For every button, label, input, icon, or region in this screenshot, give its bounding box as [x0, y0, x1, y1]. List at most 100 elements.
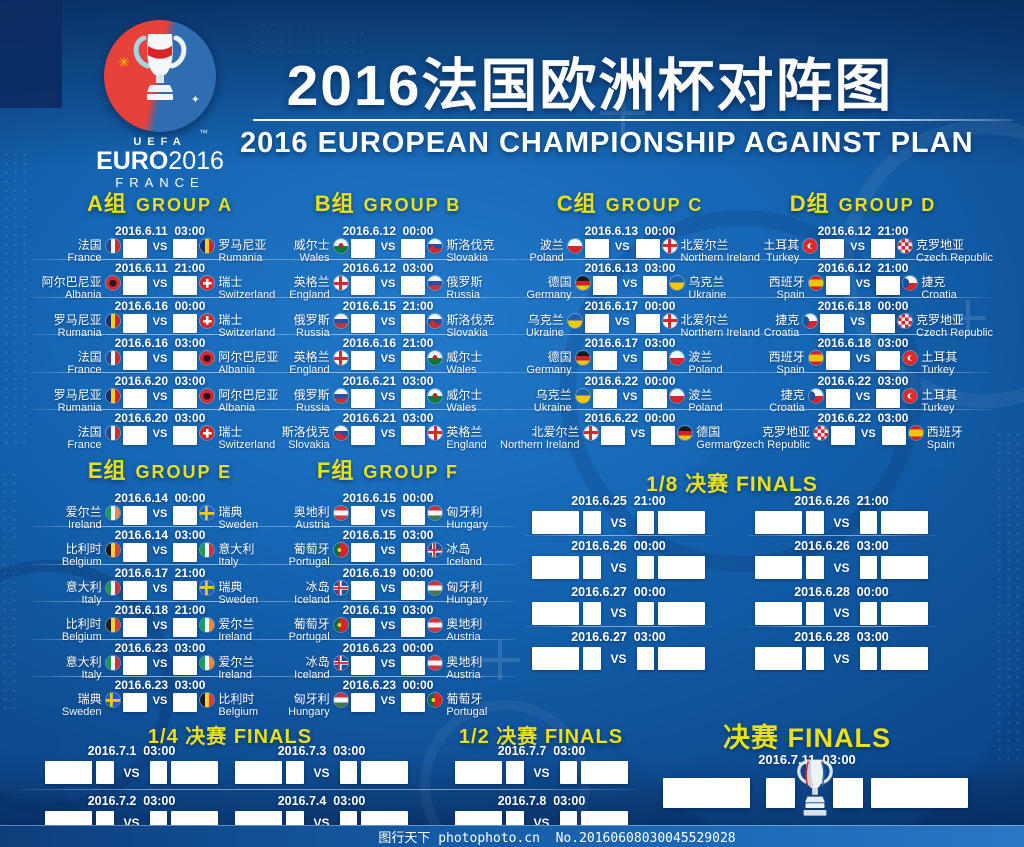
match-datetime: 2016.6.18 03:00	[817, 336, 909, 351]
away-team-name-zh: 克罗地亚	[915, 238, 964, 252]
away-team-name-zh: 波兰	[688, 387, 713, 402]
home-team-name-zh: 威尔士	[293, 238, 330, 252]
away-score-box	[339, 761, 358, 784]
away-team: 瑞士 Switzerland	[214, 276, 290, 302]
group-title-en: GROUP C	[605, 195, 704, 215]
group-match: 2016.6.15 00:00 奥地利 Austria VS 匈牙利 Hunga…	[258, 489, 518, 531]
away-score-box	[149, 761, 168, 784]
home-team-name-en: Turkey	[766, 252, 800, 264]
home-team: 奥地利 Austria	[258, 506, 334, 532]
group-matches: 2016.6.12 00:00 威尔士 Wales VS 斯洛伐克 Slovak…	[258, 222, 518, 451]
match-row: VS	[45, 761, 219, 784]
away-team-name-zh: 爱尔兰	[218, 617, 255, 632]
flag-italy-icon	[105, 655, 120, 670]
away-team: 瑞典 Sweden	[214, 506, 290, 532]
group-matches: 2016.6.11 03:00 法国 France VS 罗马尼亚 Rumani…	[30, 222, 290, 451]
flag-turkey-icon	[803, 239, 818, 253]
home-team: 意大利 Italy	[30, 655, 106, 681]
away-team-name-en: Wales	[446, 364, 477, 377]
group-match: 2016.6.11 21:00 阿尔巴尼亚 Albania VS 瑞士 Swit…	[30, 259, 290, 301]
away-team-box	[658, 647, 706, 671]
home-team-name-en: Austria	[295, 519, 330, 531]
watermark-text: 图行天下 photophoto.cn No.201606080300455290…	[378, 831, 736, 846]
flag-albania-icon	[200, 388, 215, 403]
away-score-box	[643, 388, 668, 408]
vs-label: VS	[152, 278, 168, 291]
away-team-name-en: Wales	[446, 401, 477, 414]
group-match: 2016.6.16 03:00 法国 France VS 阿尔巴尼亚 Alban…	[30, 334, 290, 376]
flag-italy-icon	[200, 543, 215, 558]
match-datetime: 2016.6.26 03:00	[794, 539, 889, 554]
flag-slovakia-icon	[333, 425, 348, 440]
flag-portugal-icon	[428, 692, 443, 707]
background-pattern	[2, 150, 28, 450]
flag-belgium-icon	[105, 618, 120, 633]
away-team: 瑞典 Sweden	[214, 579, 290, 606]
group-title-en: GROUP D	[838, 195, 937, 215]
away-team-name-zh: 波兰	[688, 350, 713, 365]
home-team-name-en: Russia	[296, 326, 330, 339]
home-team-box	[532, 647, 579, 671]
group-match: 2016.6.13 00:00 波兰 Poland VS 北爱尔兰 Northe…	[500, 222, 760, 264]
vs-label: VS	[833, 606, 850, 621]
knockout-match: 2016.6.26 03:00 VS	[755, 539, 929, 584]
home-team: 土耳其 Turkey	[733, 239, 803, 265]
background-pattern	[0, 0, 62, 108]
home-team: 乌克兰 Ukraine	[500, 313, 568, 339]
home-score-box	[350, 276, 375, 296]
away-score-box	[876, 388, 901, 408]
group-match: 2016.6.22 00:00 北爱尔兰 Northern Ireland VS…	[500, 408, 760, 451]
flag-germany-icon	[575, 276, 590, 291]
flag-iceland-icon	[333, 655, 348, 670]
group-match: 2016.6.23 03:00 意大利 Italy VS 爱尔兰 Ireland	[30, 638, 290, 681]
group-E: E组 GROUP E 2016.6.14 00:00 爱尔兰 Ireland VS…	[30, 453, 290, 718]
match-datetime: 2016.6.19 03:00	[342, 603, 434, 618]
home-team-name-zh: 比利时	[65, 617, 102, 632]
vs-label: VS	[152, 657, 168, 670]
vs-label: VS	[855, 353, 871, 366]
group-F: F组 GROUP F 2016.6.15 00:00 奥地利 Austria VS…	[258, 453, 518, 718]
flag-germany-icon	[575, 351, 590, 366]
home-team: 乌克兰 Ukraine	[500, 388, 576, 414]
home-score-box	[122, 239, 147, 258]
home-score-box	[350, 425, 375, 445]
group-match: 2016.6.17 00:00 乌克兰 Ukraine VS 北爱尔兰 Nort…	[500, 296, 760, 339]
vs-label: VS	[313, 765, 330, 780]
home-team: 冰岛 Iceland	[258, 579, 334, 606]
home-score-box	[805, 647, 824, 671]
away-score-box	[401, 580, 426, 600]
away-team-name-en: Slovakia	[446, 326, 488, 339]
group-title-zh: E组	[87, 458, 127, 483]
home-team-box	[45, 761, 92, 784]
match-datetime: 2016.6.27 03:00	[571, 630, 666, 645]
home-team-name-zh: 罗马尼亚	[53, 387, 102, 402]
group-match: 2016.6.12 03:00 英格兰 England VS 俄罗斯 Russi…	[258, 259, 518, 301]
home-score-box	[582, 647, 601, 671]
home-score-box	[805, 511, 824, 534]
home-team: 俄罗斯 Russia	[258, 388, 334, 414]
home-score-box	[825, 276, 850, 296]
match-datetime: 2016.6.13 00:00	[584, 224, 676, 238]
flag-romania-icon	[200, 239, 215, 253]
flag-england-icon	[428, 425, 443, 440]
vs-label: VS	[533, 765, 550, 780]
knockout-match: 2016.7.2 03:00 VS	[45, 794, 219, 844]
away-score-box	[173, 313, 198, 333]
home-score-box	[122, 543, 147, 563]
vs-label: VS	[614, 315, 630, 328]
group-matches: 2016.6.13 00:00 波兰 Poland VS 北爱尔兰 Northe…	[500, 222, 760, 451]
group-match: 2016.6.14 00:00 爱尔兰 Ireland VS 瑞典 Sweden	[30, 489, 290, 531]
away-team-name-zh: 意大利	[218, 542, 255, 557]
vs-label: VS	[152, 694, 168, 707]
home-team-name-zh: 冰岛	[305, 579, 330, 594]
away-team-name-zh: 瑞典	[218, 579, 243, 594]
match-datetime: 2016.6.19 00:00	[342, 565, 434, 580]
away-score-box	[173, 388, 198, 408]
away-team-name-zh: 阿尔巴尼亚	[218, 350, 279, 365]
home-score-box	[600, 425, 625, 445]
home-team-name-en: Wales	[299, 252, 330, 264]
away-team-name-en: Slovakia	[446, 252, 488, 264]
home-score-box	[350, 543, 375, 563]
round16-left-column: 2016.6.25 21:00 VS 2016.6.26 00:00 VS 20…	[524, 494, 713, 676]
flag-austria-icon	[428, 655, 443, 670]
